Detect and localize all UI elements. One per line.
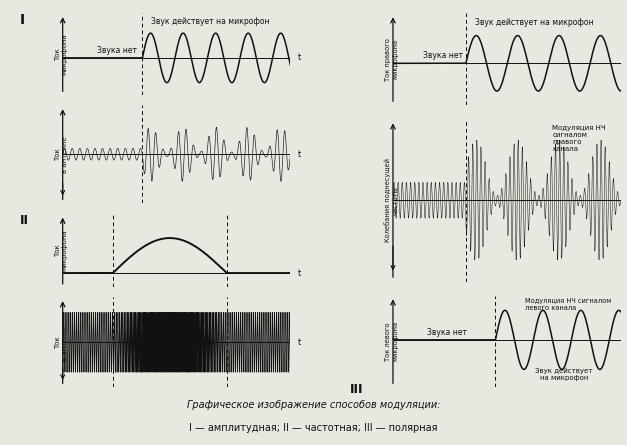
Text: t: t (297, 150, 300, 159)
Text: I: I (19, 13, 24, 27)
Text: Графическое изображение способов модуляции:: Графическое изображение способов модуляц… (187, 400, 440, 410)
Text: t: t (297, 268, 300, 278)
Text: Звук действует
на микрофон: Звук действует на микрофон (535, 368, 593, 381)
Text: Модуляция НЧ сигналом
левого канала: Модуляция НЧ сигналом левого канала (525, 299, 611, 312)
Y-axis label: Ток
в антенне: Ток в антенне (55, 136, 68, 173)
Text: III: III (350, 383, 363, 396)
Text: Звук действует на микрофон: Звук действует на микрофон (152, 17, 270, 26)
Text: I — амплитудная; II — частотная; III — полярная: I — амплитудная; II — частотная; III — п… (189, 423, 438, 433)
Text: t: t (297, 338, 300, 347)
Y-axis label: Ток правого
микрофона: Ток правого микрофона (385, 38, 398, 81)
Y-axis label: Ток левого
микрофона: Ток левого микрофона (385, 321, 398, 361)
Text: II: II (19, 214, 28, 227)
Text: Звук действует на микрофон: Звук действует на микрофон (475, 17, 594, 27)
Text: Звука нет: Звука нет (423, 51, 463, 61)
Text: Модуляция НЧ
сигналом
правого
канала: Модуляция НЧ сигналом правого канала (552, 125, 606, 152)
Text: Звука нет: Звука нет (427, 328, 467, 336)
Y-axis label: Ток
микрофона: Ток микрофона (55, 33, 68, 75)
Y-axis label: Колебания поднесущей
частоты: Колебания поднесущей частоты (384, 158, 399, 242)
Text: Звука нет: Звука нет (97, 46, 137, 56)
Text: t: t (297, 53, 300, 62)
Y-axis label: Ток
в антенне: Ток в антенне (55, 324, 68, 360)
Y-axis label: Ток
микрофона: Ток микрофона (55, 230, 68, 271)
